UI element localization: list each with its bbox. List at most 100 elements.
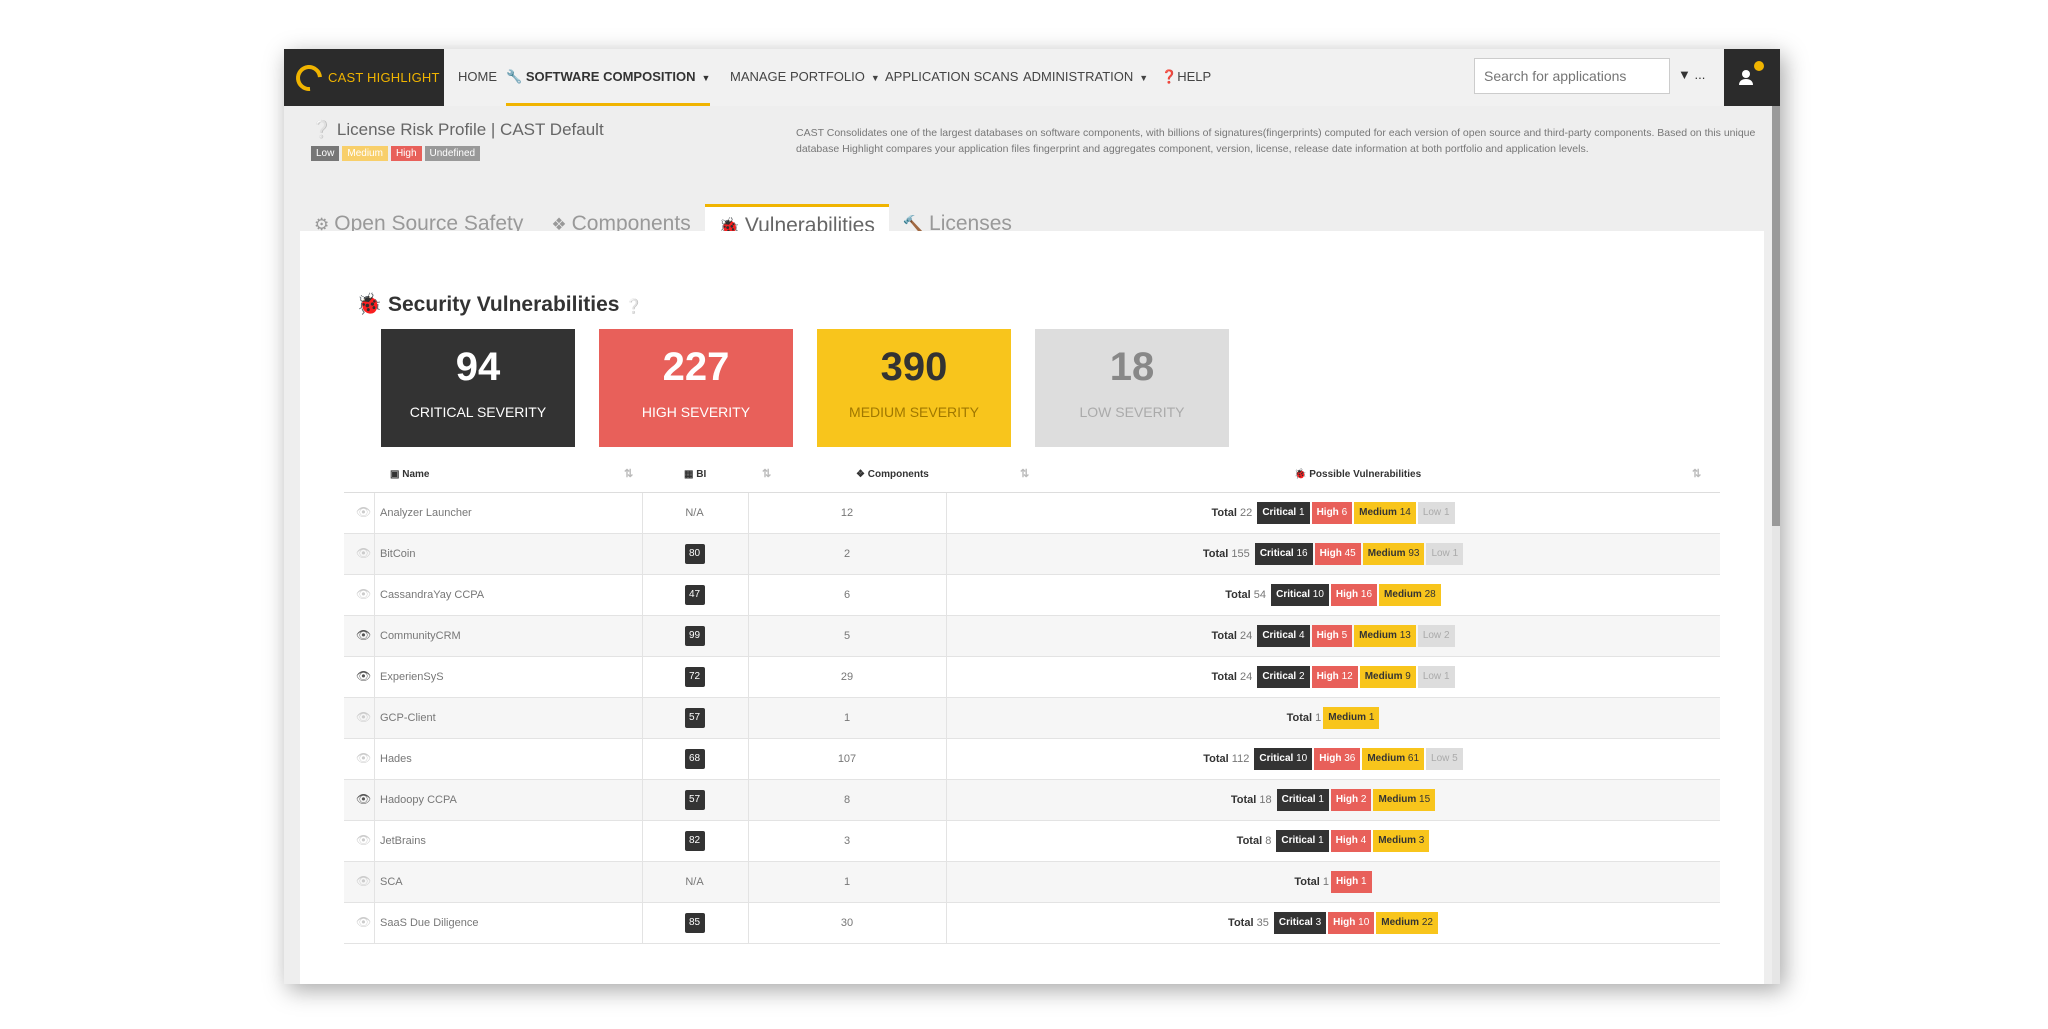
tab-licenses[interactable]: 🔨 Licenses	[889, 204, 1026, 244]
total-label: Total 22	[1211, 507, 1253, 519]
app-name[interactable]: ExperienSyS	[380, 671, 444, 683]
sort-icon[interactable]: ⇅	[1020, 468, 1030, 480]
high-badge[interactable]: High 36	[1314, 748, 1361, 771]
cell-divider	[946, 493, 947, 533]
high-badge[interactable]: High 6	[1311, 502, 1353, 525]
critical-badge[interactable]: Critical 1	[1276, 830, 1329, 853]
table-row[interactable]: 👁 GCP-Client 57 1 Total 1 Medium 1	[344, 698, 1720, 739]
critical-badge[interactable]: Critical 2	[1257, 666, 1310, 689]
table-row[interactable]: 👁 ExperienSyS 72 29 Total 24 Critical 2 High …	[344, 657, 1720, 698]
app-name[interactable]: Hades	[380, 753, 412, 765]
tab-components[interactable]: ❖ Components	[537, 204, 704, 244]
high-badge[interactable]: High 2	[1330, 789, 1372, 812]
th-bi[interactable]: ▦ BI	[684, 469, 706, 480]
medium-badge[interactable]: Medium 28	[1379, 584, 1441, 607]
th-possible-vulnerabilities[interactable]: 🐞 Possible Vulnerabilities	[1294, 469, 1421, 480]
medium-badge[interactable]: Medium 3	[1373, 830, 1430, 853]
th-components[interactable]: ❖ Components	[856, 469, 929, 480]
high-badge[interactable]: High 10	[1328, 912, 1375, 935]
critical-badge[interactable]: Critical 1	[1276, 789, 1329, 812]
critical-badge[interactable]: Critical 1	[1257, 502, 1310, 525]
nav-manage-portfolio[interactable]: MANAGE PORTFOLIO ▼	[730, 69, 880, 84]
critical-badge[interactable]: Critical 10	[1254, 748, 1313, 771]
eye-icon[interactable]: 👁	[356, 751, 372, 765]
eye-icon[interactable]: 👁	[356, 505, 372, 519]
nav-application-scans[interactable]: APPLICATION SCANS	[885, 69, 1019, 84]
high-severity-card[interactable]: 227 HIGH SEVERITY	[599, 329, 793, 447]
eye-icon[interactable]: 👁	[356, 792, 372, 806]
critical-badge[interactable]: Critical 10	[1271, 584, 1329, 607]
critical-count: 94	[455, 345, 501, 389]
eye-icon[interactable]: 👁	[356, 874, 372, 888]
low-badge[interactable]: Low 1	[1417, 502, 1455, 525]
app-name[interactable]: BitCoin	[380, 548, 416, 560]
medium-badge[interactable]: Medium 13	[1354, 625, 1416, 648]
help-icon[interactable]: ❔	[625, 298, 643, 314]
high-badge[interactable]: High 45	[1314, 543, 1361, 566]
medium-badge[interactable]: Medium 14	[1354, 502, 1416, 525]
critical-badge[interactable]: Critical 4	[1257, 625, 1310, 648]
high-badge[interactable]: High 4	[1330, 830, 1372, 853]
license-risk-profile[interactable]: ❔ License Risk Profile | CAST Default	[311, 120, 604, 140]
low-badge[interactable]: Low 1	[1417, 666, 1455, 689]
eye-icon[interactable]: 👁	[356, 628, 372, 642]
eye-icon[interactable]: 👁	[356, 546, 372, 560]
table-row[interactable]: 👁 Hadoopy CCPA 57 8 Total 18 Critical 1 High …	[344, 780, 1720, 821]
medium-badge[interactable]: Medium 22	[1376, 912, 1438, 935]
low-severity-card[interactable]: 18 LOW SEVERITY	[1035, 329, 1229, 447]
high-badge[interactable]: High 12	[1311, 666, 1358, 689]
filter-button[interactable]: ▼ ...	[1678, 67, 1705, 82]
medium-badge[interactable]: Medium 1	[1323, 707, 1380, 730]
critical-badge[interactable]: Critical 16	[1254, 543, 1313, 566]
eye-icon[interactable]: 👁	[356, 915, 372, 929]
nav-home[interactable]: HOME	[458, 69, 497, 84]
table-row[interactable]: 👁 JetBrains 82 3 Total 8 Critical 1 High 4 Med…	[344, 821, 1720, 862]
app-name[interactable]: SaaS Due Diligence	[380, 917, 479, 929]
table-row[interactable]: 👁 CommunityCRM 99 5 Total 24 Critical 4 High …	[344, 616, 1720, 657]
app-name[interactable]: Analyzer Launcher	[380, 507, 472, 519]
th-name[interactable]: ▣ Name	[390, 469, 429, 480]
nav-administration[interactable]: ADMINISTRATION ▼	[1023, 69, 1148, 84]
medium-badge[interactable]: Medium 15	[1373, 789, 1436, 812]
app-name[interactable]: CassandraYay CCPA	[380, 589, 485, 601]
table-row[interactable]: 👁 CassandraYay CCPA 47 6 Total 54 Critical 1…	[344, 575, 1720, 616]
high-badge[interactable]: High 5	[1311, 625, 1353, 648]
low-badge[interactable]: Low 1	[1426, 543, 1464, 566]
critical-severity-card[interactable]: 94 CRITICAL SEVERITY	[381, 329, 575, 447]
app-name[interactable]: Hadoopy CCPA	[380, 794, 457, 806]
app-name[interactable]: JetBrains	[380, 835, 426, 847]
table-row[interactable]: 👁 SaaS Due Diligence 85 30 Total 35 Critical…	[344, 903, 1720, 944]
app-name[interactable]: SCA	[380, 876, 403, 888]
logo[interactable]: CAST HIGHLIGHT	[284, 49, 444, 106]
medium-severity-card[interactable]: 390 MEDIUM SEVERITY	[817, 329, 1011, 447]
scrollbar-thumb[interactable]	[1772, 106, 1780, 526]
sort-icon[interactable]: ⇅	[762, 468, 772, 480]
medium-badge[interactable]: Medium 93	[1362, 543, 1425, 566]
sort-icon[interactable]: ⇅	[624, 468, 634, 480]
search-input[interactable]	[1475, 59, 1673, 93]
nav-software-composition[interactable]: 🔧 SOFTWARE COMPOSITION ▼	[506, 69, 711, 106]
low-badge[interactable]: Low 2	[1417, 625, 1455, 648]
tab-open-source-safety[interactable]: ⚙ Open Source Safety	[300, 204, 537, 244]
nav-help[interactable]: ❓HELP	[1161, 69, 1211, 85]
table-row[interactable]: 👁 BitCoin 80 2 Total 155 Critical 16 High 45 M…	[344, 534, 1720, 575]
app-name[interactable]: GCP-Client	[380, 712, 436, 724]
high-badge[interactable]: High 16	[1330, 584, 1378, 607]
medium-badge[interactable]: Medium 61	[1362, 748, 1425, 771]
scrollbar[interactable]	[1772, 106, 1780, 984]
medium-badge[interactable]: Medium 9	[1359, 666, 1416, 689]
eye-icon[interactable]: 👁	[356, 669, 372, 683]
low-badge[interactable]: Low 5	[1426, 748, 1463, 771]
eye-icon[interactable]: 👁	[356, 587, 372, 601]
user-menu-button[interactable]	[1724, 49, 1780, 106]
high-badge[interactable]: High 1	[1331, 871, 1372, 894]
eye-icon[interactable]: 👁	[356, 710, 372, 724]
bi-cell: 99	[642, 616, 747, 656]
table-row[interactable]: 👁 SCA N/A 1 Total 1 High 1	[344, 862, 1720, 903]
sort-icon[interactable]: ⇅	[1692, 468, 1702, 480]
table-row[interactable]: 👁 Analyzer Launcher N/A 12 Total 22 Critical…	[344, 493, 1720, 534]
eye-icon[interactable]: 👁	[356, 833, 372, 847]
table-row[interactable]: 👁 Hades 68 107 Total 112 Critical 10 High 36 M…	[344, 739, 1720, 780]
critical-badge[interactable]: Critical 3	[1273, 912, 1327, 935]
app-name[interactable]: CommunityCRM	[380, 630, 461, 642]
